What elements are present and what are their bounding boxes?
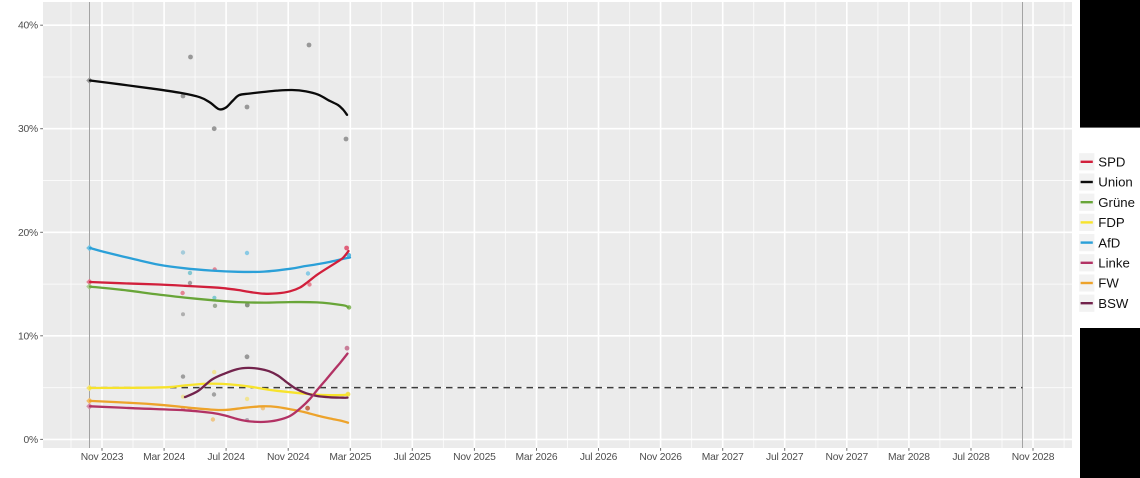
svg-text:Jul 2026: Jul 2026 bbox=[580, 452, 618, 463]
svg-text:FDP: FDP bbox=[1098, 215, 1125, 230]
svg-text:Grüne: Grüne bbox=[1098, 195, 1135, 210]
svg-text:20%: 20% bbox=[18, 228, 38, 239]
svg-text:Mar 2028: Mar 2028 bbox=[888, 452, 930, 463]
svg-text:BSW: BSW bbox=[1098, 296, 1129, 311]
svg-text:Jul 2027: Jul 2027 bbox=[766, 452, 804, 463]
svg-text:Jul 2024: Jul 2024 bbox=[207, 452, 245, 463]
svg-text:FW: FW bbox=[1098, 276, 1119, 291]
svg-text:Union: Union bbox=[1098, 175, 1132, 190]
svg-text:30%: 30% bbox=[18, 124, 38, 135]
svg-text:Jul 2028: Jul 2028 bbox=[952, 452, 990, 463]
svg-text:Nov 2027: Nov 2027 bbox=[826, 452, 869, 463]
svg-text:Mar 2026: Mar 2026 bbox=[516, 452, 558, 463]
svg-text:Nov 2028: Nov 2028 bbox=[1012, 452, 1055, 463]
svg-text:Nov 2023: Nov 2023 bbox=[81, 452, 124, 463]
svg-text:Mar 2024: Mar 2024 bbox=[143, 452, 185, 463]
svg-text:40%: 40% bbox=[18, 21, 38, 32]
svg-text:Jul 2025: Jul 2025 bbox=[394, 452, 432, 463]
svg-text:Nov 2024: Nov 2024 bbox=[267, 452, 310, 463]
svg-text:SPD: SPD bbox=[1098, 155, 1125, 170]
svg-text:Mar 2025: Mar 2025 bbox=[329, 452, 371, 463]
svg-text:AfD: AfD bbox=[1098, 235, 1120, 250]
svg-text:0%: 0% bbox=[24, 435, 39, 446]
svg-text:Mar 2027: Mar 2027 bbox=[702, 452, 744, 463]
svg-text:Nov 2025: Nov 2025 bbox=[453, 452, 496, 463]
svg-text:Linke: Linke bbox=[1098, 256, 1130, 271]
svg-text:10%: 10% bbox=[18, 331, 38, 342]
svg-text:Nov 2026: Nov 2026 bbox=[639, 452, 682, 463]
